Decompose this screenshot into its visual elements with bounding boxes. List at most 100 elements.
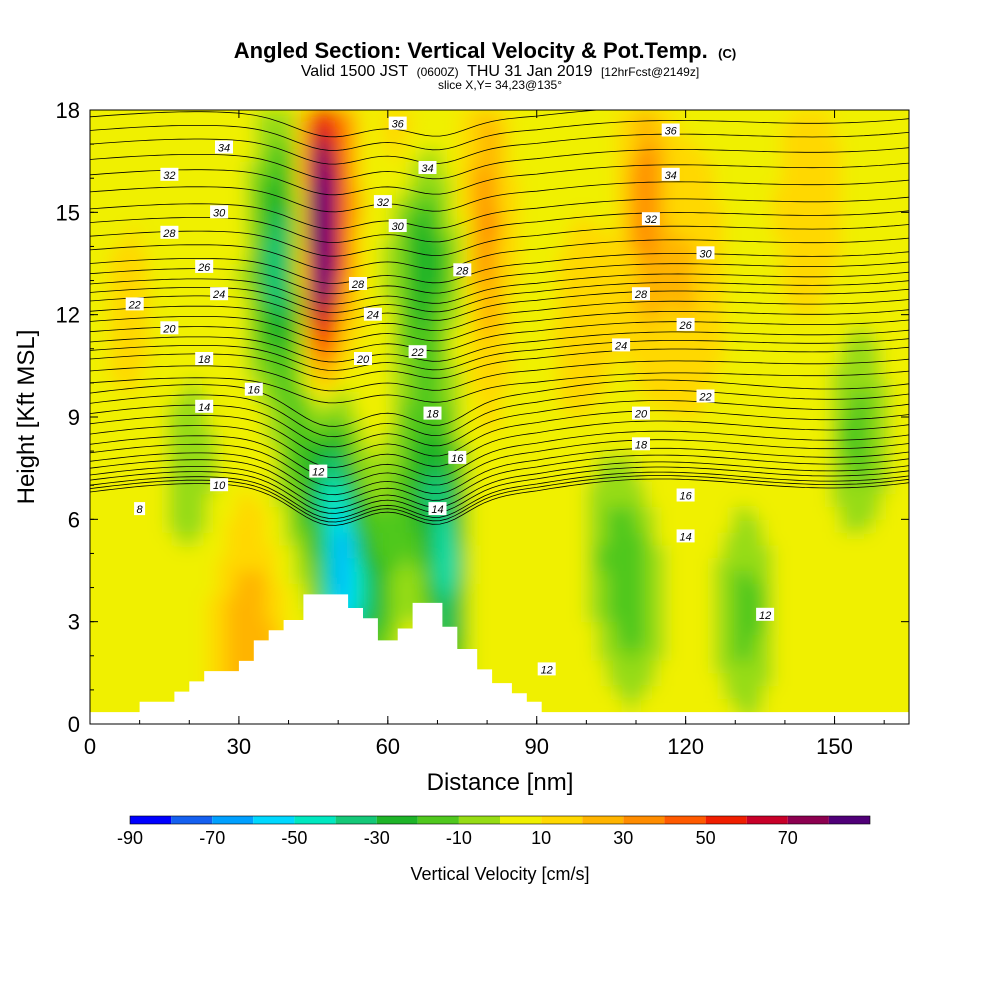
- velocity-cell: [675, 161, 686, 175]
- velocity-cell: [519, 314, 530, 329]
- contour-label: 8: [134, 502, 146, 516]
- velocity-cell: [99, 583, 111, 597]
- velocity-cell: [509, 672, 520, 687]
- velocity-cell: [519, 173, 530, 188]
- contour-label-text: 32: [163, 170, 175, 182]
- velocity-cell: [762, 660, 774, 674]
- velocity-cell: [870, 429, 881, 444]
- velocity-cell: [801, 237, 813, 252]
- velocity-cell: [567, 237, 579, 252]
- velocity-cell: [577, 353, 588, 367]
- velocity-cell: [704, 417, 715, 431]
- velocity-cell: [275, 583, 286, 597]
- velocity-cell: [382, 596, 393, 610]
- velocity-cell: [480, 327, 491, 341]
- velocity-cell: [119, 404, 130, 418]
- velocity-cell: [402, 480, 413, 495]
- velocity-cell: [343, 314, 354, 329]
- velocity-cell: [324, 544, 335, 559]
- velocity-cell: [402, 404, 413, 418]
- velocity-cell: [255, 327, 267, 341]
- velocity-cell: [694, 237, 705, 252]
- contour-label-bg: [641, 212, 660, 226]
- velocity-cell: [889, 442, 900, 456]
- velocity-cell: [577, 698, 588, 712]
- velocity-cell: [840, 237, 852, 252]
- velocity-cell: [509, 122, 520, 137]
- colorbar-frame: [129, 815, 871, 825]
- velocity-cell: [460, 225, 471, 239]
- velocity-cell: [275, 250, 286, 265]
- velocity-cell: [860, 647, 871, 661]
- velocity-cell: [616, 110, 627, 124]
- velocity-cell: [148, 353, 159, 367]
- y-axis-label: Height [Kft MSL]: [13, 330, 40, 505]
- velocity-cell: [236, 506, 247, 520]
- velocity-cell: [129, 122, 140, 137]
- velocity-cell: [538, 506, 549, 520]
- velocity-cell: [733, 353, 744, 367]
- velocity-cell: [840, 608, 852, 623]
- velocity-cell: [372, 173, 384, 188]
- velocity-cell: [421, 301, 432, 316]
- velocity-cell: [148, 583, 159, 597]
- contour-label-bg: [210, 478, 229, 492]
- velocity-cell: [450, 340, 462, 354]
- velocity-cell: [587, 301, 598, 316]
- velocity-cell: [733, 212, 744, 226]
- velocity-cell: [762, 480, 774, 495]
- contour-label-bg: [756, 607, 775, 621]
- velocity-cell: [382, 442, 393, 456]
- velocity-cell: [821, 378, 832, 393]
- velocity-cell: [743, 685, 754, 700]
- velocity-cell: [597, 378, 608, 393]
- velocity-cell: [821, 506, 832, 520]
- velocity-cell: [870, 519, 881, 533]
- velocity-cell: [558, 199, 569, 213]
- velocity-cell: [382, 429, 393, 444]
- velocity-cell: [597, 429, 608, 444]
- velocity-cell: [704, 378, 715, 393]
- velocity-cell: [850, 173, 861, 188]
- velocity-cell: [772, 583, 783, 597]
- velocity-cell: [879, 647, 891, 661]
- velocity-cell: [694, 110, 705, 124]
- valid-date-label: THU 31 Jan 2019: [467, 63, 593, 80]
- theta-contour: [90, 329, 909, 363]
- velocity-cell: [821, 365, 832, 380]
- velocity-cell: [226, 212, 237, 226]
- contour-label-text: 28: [455, 265, 469, 277]
- velocity-cell: [216, 250, 228, 265]
- velocity-cell: [528, 634, 540, 648]
- velocity-cell: [421, 493, 432, 508]
- velocity-cell: [899, 340, 909, 354]
- velocity-cell: [343, 404, 354, 418]
- theta-contour: [90, 118, 909, 151]
- velocity-cell: [372, 519, 384, 533]
- velocity-cell: [558, 225, 569, 239]
- velocity-cell: [860, 583, 871, 597]
- velocity-cell: [772, 378, 783, 393]
- velocity-cell: [733, 404, 744, 418]
- velocity-cell: [889, 468, 900, 482]
- velocity-cell: [772, 493, 783, 508]
- velocity-cell: [714, 532, 725, 546]
- velocity-cell: [138, 493, 150, 508]
- velocity-cell: [129, 340, 140, 354]
- velocity-cell: [304, 276, 315, 290]
- velocity-cell: [285, 583, 296, 597]
- velocity-cell: [168, 135, 179, 149]
- velocity-cell: [704, 672, 715, 687]
- velocity-cell: [450, 532, 462, 546]
- velocity-cell: [831, 417, 842, 431]
- velocity-cell: [762, 596, 774, 610]
- velocity-cell: [421, 135, 432, 149]
- velocity-cell: [431, 455, 442, 469]
- velocity-cell: [275, 135, 286, 149]
- velocity-cell: [411, 404, 423, 418]
- velocity-cell: [402, 391, 413, 405]
- velocity-cell: [801, 378, 813, 393]
- velocity-cell: [528, 122, 540, 137]
- velocity-cell: [772, 161, 783, 175]
- velocity-cell: [694, 135, 705, 149]
